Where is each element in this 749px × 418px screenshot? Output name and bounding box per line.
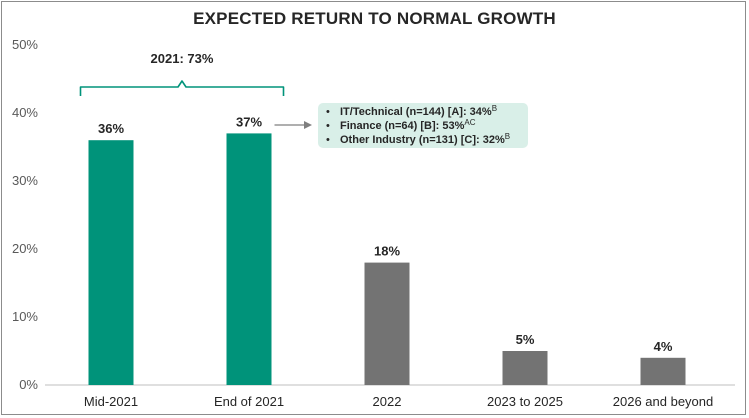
callout-item-sup: B <box>504 132 511 141</box>
category-label: 2022 <box>373 394 402 409</box>
data-label: 5% <box>516 332 535 347</box>
y-tick-label: 0% <box>19 377 38 392</box>
bullet-icon: • <box>326 106 330 118</box>
y-tick-label: 20% <box>12 241 38 256</box>
category-labels: Mid-2021 End of 2021 2022 2023 to 2025 2026 … <box>84 394 713 409</box>
callout-item: • Other Industry (n=131) [C]: 32%B <box>326 133 522 147</box>
callout-arrow <box>274 121 312 129</box>
bar <box>502 351 548 385</box>
brace-shape <box>79 80 285 96</box>
data-label: 36% <box>98 121 124 136</box>
y-tick-label: 30% <box>12 173 38 188</box>
data-label: 4% <box>654 339 673 354</box>
bar <box>226 133 272 385</box>
data-label: 18% <box>374 244 400 259</box>
bars <box>88 133 686 385</box>
y-axis: 0% 10% 20% 30% 40% 50% <box>12 37 38 392</box>
callout-item-sup: AC <box>464 118 476 127</box>
category-label: Mid-2021 <box>84 394 138 409</box>
callout-item-sup: B <box>491 104 498 113</box>
y-tick-label: 40% <box>12 105 38 120</box>
bar <box>88 140 134 385</box>
category-label: End of 2021 <box>214 394 284 409</box>
callout-item-text: IT/Technical (n=144) [A]: 34% <box>340 106 492 118</box>
data-labels: 36% 37% 18% 5% 4% <box>98 114 673 353</box>
callout-item: • IT/Technical (n=144) [A]: 34%B <box>326 105 522 119</box>
category-label: 2026 and beyond <box>613 394 713 409</box>
year-2021-brace: 2021: 73% <box>79 51 285 96</box>
y-tick-label: 10% <box>12 309 38 324</box>
brace-label: 2021: 73% <box>151 51 214 66</box>
bar <box>640 357 686 385</box>
callout-list: • IT/Technical (n=144) [A]: 34%B • Finance… <box>326 105 522 147</box>
callout-item-text: Other Industry (n=131) [C]: 32% <box>340 134 505 146</box>
callout-item-text: Finance (n=64) [B]: 53% <box>340 120 465 132</box>
callout-item: • Finance (n=64) [B]: 53%AC <box>326 119 522 133</box>
industry-callout: • IT/Technical (n=144) [A]: 34%B • Finance… <box>318 103 528 148</box>
bullet-icon: • <box>326 120 330 132</box>
data-label: 37% <box>236 114 262 129</box>
bar <box>364 262 410 385</box>
bullet-icon: • <box>326 134 330 146</box>
category-label: 2023 to 2025 <box>487 394 563 409</box>
chart-title: EXPECTED RETURN TO NORMAL GROWTH <box>193 9 556 28</box>
y-tick-label: 50% <box>12 37 38 52</box>
arrow-head-icon <box>304 121 312 129</box>
